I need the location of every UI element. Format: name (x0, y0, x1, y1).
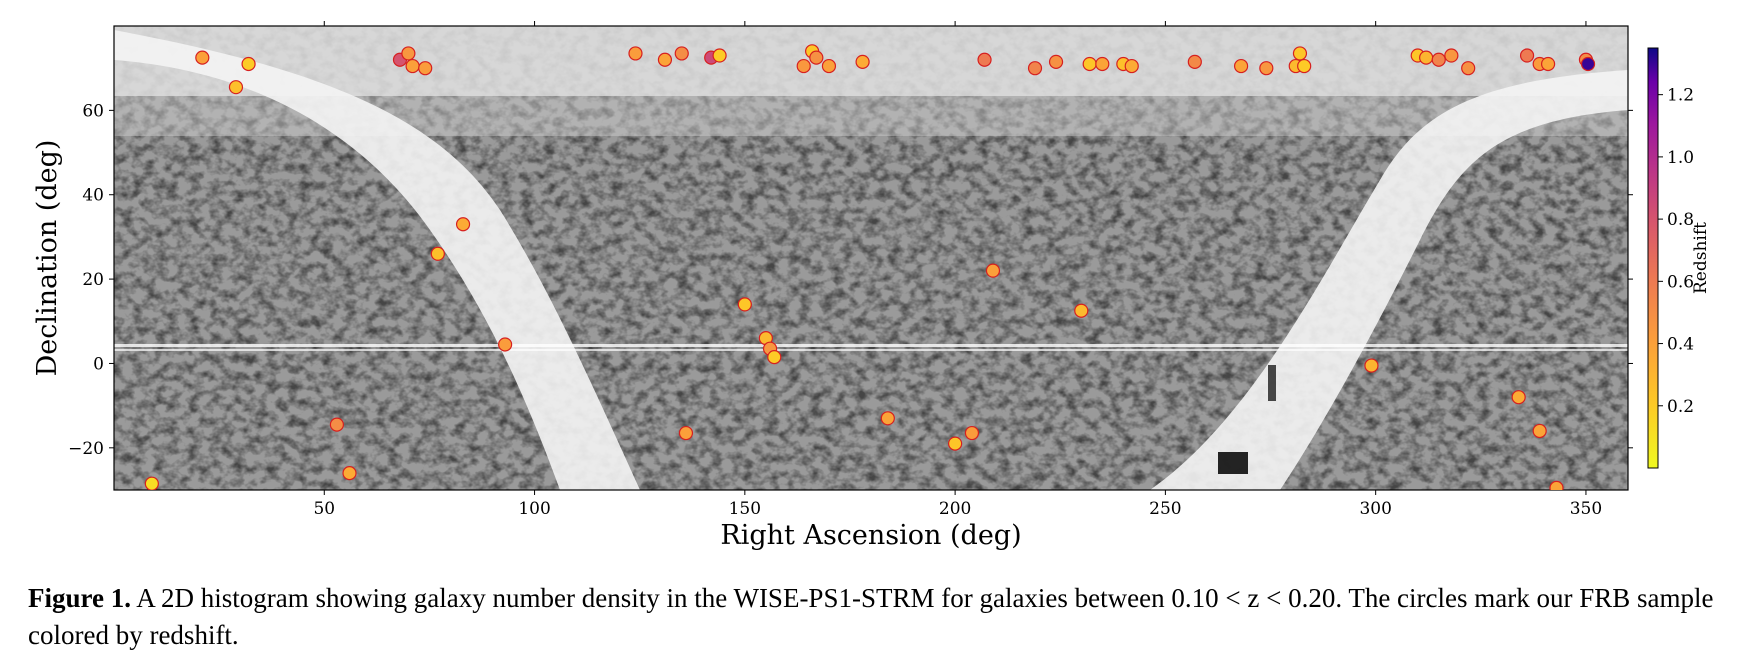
colorbar-tick-label: 1.0 (1667, 148, 1694, 168)
frb-point (1511, 390, 1526, 405)
frb-point (1580, 56, 1596, 72)
frb-point (1297, 58, 1312, 74)
density-histogram (114, 26, 1628, 490)
colorbar-tick-label: 0.8 (1667, 210, 1694, 230)
frb-point (1124, 58, 1139, 74)
frb-point (977, 52, 992, 67)
y-tick-label: 20 (82, 270, 104, 290)
x-tick-label: 300 (1359, 499, 1391, 519)
frb-point (855, 54, 870, 69)
frb-point (342, 466, 357, 481)
frb-point (1419, 50, 1434, 65)
frb-point (1540, 56, 1556, 72)
frb-point (144, 476, 159, 490)
frb-point (948, 436, 963, 451)
frb-points (144, 44, 1596, 490)
frb-point (1187, 54, 1202, 69)
x-axis-ticks: 50 100 150 200 250 300 350 (313, 21, 1602, 519)
frb-point (1532, 423, 1547, 439)
frb-point (498, 337, 513, 352)
colorbar-tick-label: 1.2 (1667, 86, 1694, 106)
frb-point (1292, 46, 1308, 61)
frb-point (821, 58, 837, 74)
colorbar-title: Redshift (1691, 222, 1711, 294)
frb-point (880, 411, 895, 426)
frb-point (628, 46, 643, 61)
frb-point (767, 350, 782, 365)
y-tick-label: 0 (93, 354, 104, 374)
y-tick-label: 60 (82, 101, 104, 121)
frb-point (796, 58, 811, 74)
frb-point (195, 50, 210, 65)
frb-point (228, 80, 244, 95)
frb-point (241, 56, 256, 72)
y-tick-label: 40 (82, 186, 104, 206)
frb-point (657, 52, 673, 67)
frb-point (1444, 48, 1459, 63)
frb-point (674, 46, 689, 61)
colorbar-tick-label: 0.4 (1667, 335, 1694, 355)
colorbar-tick-label: 0.6 (1667, 272, 1694, 292)
frb-point (678, 425, 694, 441)
colorbar (1647, 47, 1659, 469)
x-tick-label: 100 (518, 499, 550, 519)
frb-point (401, 46, 416, 61)
frb-point (1259, 61, 1274, 76)
frb-point (405, 58, 420, 74)
frb-point (712, 48, 727, 63)
frb-point (455, 217, 471, 232)
caption-label: Figure 1. (28, 583, 131, 613)
y-axis-ticks: −20 0 20 40 60 (68, 101, 1633, 459)
frb-point (1095, 56, 1110, 72)
frb-point (737, 297, 752, 312)
plot-frame (113, 25, 1629, 491)
x-tick-label: 250 (1149, 499, 1181, 519)
x-axis-title: Right Ascension (deg) (720, 520, 1021, 551)
y-tick-label: −20 (68, 439, 104, 459)
frb-point (1519, 48, 1535, 63)
x-tick-label: 150 (729, 499, 761, 519)
frb-point (1027, 61, 1043, 76)
frb-point (1549, 480, 1564, 490)
y-axis-title: Declination (deg) (32, 140, 63, 377)
frb-point (1461, 61, 1476, 76)
frb-point (1074, 303, 1089, 318)
frb-point (1048, 54, 1064, 69)
frb-point (1364, 358, 1379, 373)
frb-point (1082, 56, 1097, 72)
frb-point (964, 425, 980, 441)
colorbar-ticks: 0.2 0.4 0.6 0.8 1.0 1.2 (1658, 86, 1694, 417)
caption-text: A 2D histogram showing galaxy number den… (28, 583, 1714, 650)
colorbar-tick-label: 0.2 (1667, 397, 1694, 417)
frb-point (809, 50, 824, 65)
x-tick-label: 200 (939, 499, 971, 519)
x-tick-label: 50 (313, 499, 335, 519)
frb-point (985, 263, 1001, 278)
figure: 50 100 150 200 250 300 350 −20 0 20 40 60 Right As… (32, 21, 1711, 551)
frb-point (1431, 52, 1446, 67)
figure-caption: Figure 1. A 2D histogram showing galaxy … (28, 580, 1733, 654)
frb-point (329, 417, 344, 432)
frb-point (1233, 58, 1249, 74)
x-tick-label: 350 (1570, 499, 1602, 519)
frb-point (418, 61, 433, 76)
frb-point (430, 246, 445, 261)
